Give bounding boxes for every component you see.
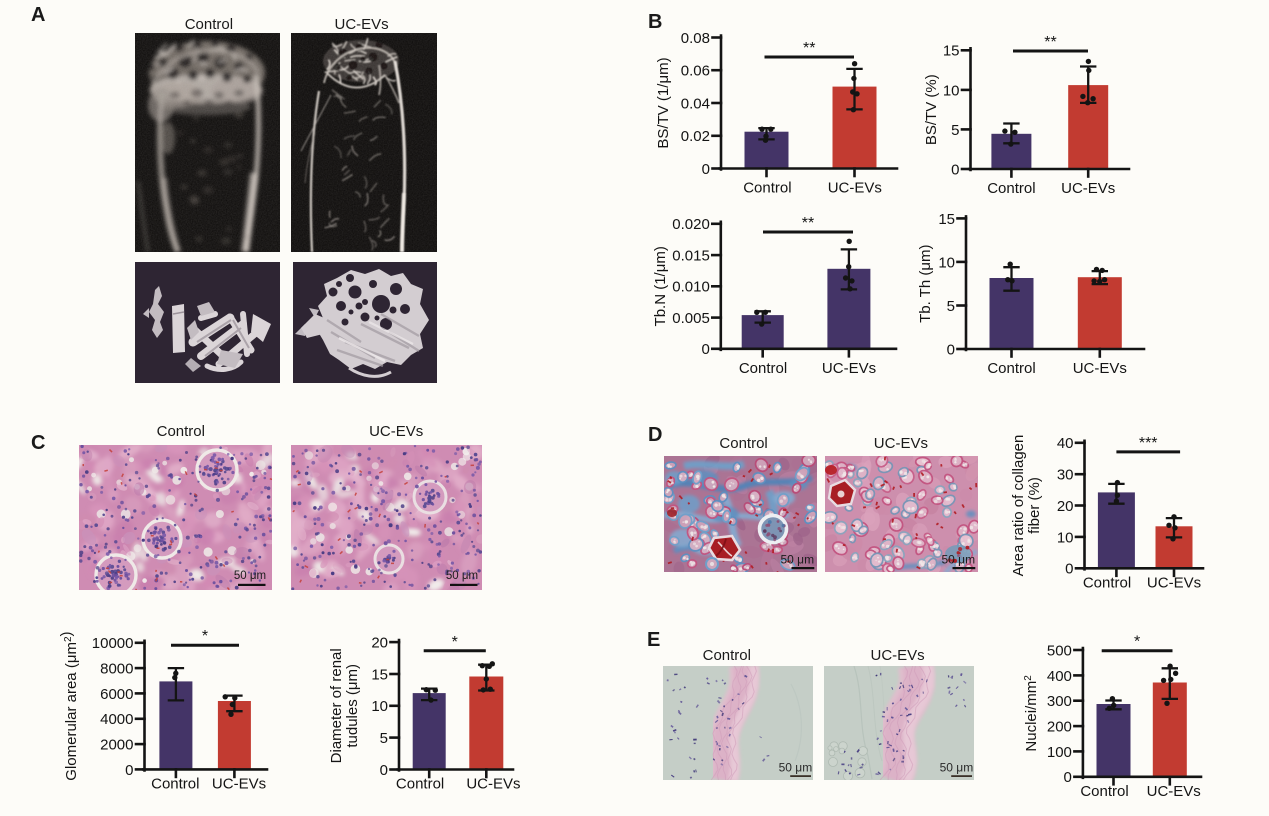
svg-text:0: 0 xyxy=(951,161,959,178)
svg-text:400: 400 xyxy=(1047,668,1072,685)
svg-text:BS/TV (%): BS/TV (%) xyxy=(923,74,940,145)
svg-text:4000: 4000 xyxy=(100,711,133,728)
svg-text:0: 0 xyxy=(1065,561,1073,578)
svg-text:0.015: 0.015 xyxy=(672,247,710,264)
svg-text:5: 5 xyxy=(380,730,388,747)
svg-text:40: 40 xyxy=(1057,435,1074,452)
svg-text:Control: Control xyxy=(151,775,199,792)
svg-text:2000: 2000 xyxy=(100,737,133,754)
svg-text:50 μm: 50 μm xyxy=(780,552,814,566)
svg-text:Diameter of renal: Diameter of renal xyxy=(328,648,345,763)
svg-text:200: 200 xyxy=(1047,719,1072,736)
svg-text:6000: 6000 xyxy=(100,686,133,703)
svg-text:0: 0 xyxy=(380,762,388,779)
svg-text:30: 30 xyxy=(1057,467,1074,484)
svg-text:fiber (%): fiber (%) xyxy=(1026,477,1043,534)
svg-text:UC-EVs: UC-EVs xyxy=(828,180,882,197)
svg-text:UC-EVs: UC-EVs xyxy=(1073,360,1127,377)
svg-text:50 μm: 50 μm xyxy=(233,570,265,582)
svg-text:***: *** xyxy=(1139,435,1158,452)
svg-text:50 μm: 50 μm xyxy=(446,570,478,582)
svg-text:Tb. Th (μm): Tb. Th (μm) xyxy=(917,245,934,323)
svg-text:0.005: 0.005 xyxy=(672,310,710,327)
svg-text:**: ** xyxy=(1044,34,1056,51)
svg-text:0.020: 0.020 xyxy=(672,216,710,233)
svg-text:Control: Control xyxy=(739,360,787,377)
svg-text:Control: Control xyxy=(987,180,1035,197)
svg-text:5: 5 xyxy=(951,122,959,139)
svg-text:20: 20 xyxy=(371,635,388,652)
svg-text:UC-EVs: UC-EVs xyxy=(1147,783,1201,800)
svg-text:BS/TV (1/μm): BS/TV (1/μm) xyxy=(655,57,672,148)
svg-text:0.02: 0.02 xyxy=(681,128,710,145)
svg-text:0: 0 xyxy=(1064,769,1072,786)
svg-text:500: 500 xyxy=(1047,642,1072,659)
svg-text:Control: Control xyxy=(743,180,791,197)
svg-text:UC-EVs: UC-EVs xyxy=(1061,180,1115,197)
svg-text:10: 10 xyxy=(943,82,960,99)
svg-text:300: 300 xyxy=(1047,693,1072,710)
svg-text:UC-EVs: UC-EVs xyxy=(212,775,266,792)
svg-text:15: 15 xyxy=(371,666,388,683)
svg-text:0.010: 0.010 xyxy=(672,279,710,296)
svg-text:Control: Control xyxy=(1083,574,1131,591)
svg-text:Nuclei/mm2: Nuclei/mm2 xyxy=(1023,675,1040,752)
svg-text:100: 100 xyxy=(1047,744,1072,761)
svg-text:10000: 10000 xyxy=(92,635,134,652)
svg-text:0.04: 0.04 xyxy=(681,95,710,112)
svg-text:8000: 8000 xyxy=(100,661,133,678)
svg-text:*: * xyxy=(452,634,458,651)
svg-text:**: ** xyxy=(802,215,814,232)
svg-text:Control: Control xyxy=(987,360,1035,377)
svg-text:tudules (μm): tudules (μm) xyxy=(344,664,361,748)
svg-text:*: * xyxy=(1134,634,1140,651)
svg-text:0.08: 0.08 xyxy=(681,30,710,47)
svg-text:*: * xyxy=(202,628,208,645)
svg-text:10: 10 xyxy=(371,698,388,715)
svg-text:15: 15 xyxy=(938,211,955,228)
svg-text:50 μm: 50 μm xyxy=(942,552,976,566)
svg-text:10: 10 xyxy=(938,254,955,271)
svg-text:UC-EVs: UC-EVs xyxy=(466,776,520,793)
svg-text:Control: Control xyxy=(396,776,444,793)
svg-text:Control: Control xyxy=(1080,783,1128,800)
svg-text:10: 10 xyxy=(1057,529,1074,546)
svg-text:0: 0 xyxy=(125,762,133,779)
svg-text:Tb.N (1/μm): Tb.N (1/μm) xyxy=(652,246,669,326)
svg-text:15: 15 xyxy=(943,43,960,60)
svg-text:50 μm: 50 μm xyxy=(779,761,813,775)
svg-text:0.06: 0.06 xyxy=(681,63,710,80)
svg-text:UC-EVs: UC-EVs xyxy=(1147,574,1201,591)
svg-text:0: 0 xyxy=(947,341,955,358)
svg-text:0: 0 xyxy=(702,161,710,178)
svg-text:Area ratio of collagen: Area ratio of collagen xyxy=(1010,435,1027,577)
svg-text:20: 20 xyxy=(1057,498,1074,515)
svg-text:50 μm: 50 μm xyxy=(940,761,974,775)
svg-text:UC-EVs: UC-EVs xyxy=(822,360,876,377)
svg-text:5: 5 xyxy=(947,298,955,315)
svg-text:0: 0 xyxy=(701,341,709,358)
svg-text:**: ** xyxy=(803,40,815,57)
svg-text:Glomerular area (μm2): Glomerular area (μm2) xyxy=(58,631,80,780)
